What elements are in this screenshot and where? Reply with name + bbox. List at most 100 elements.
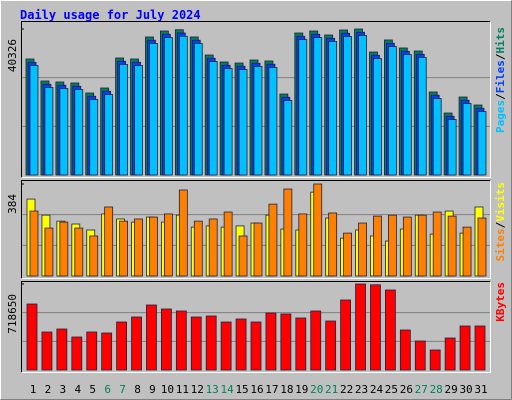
x-tick-label: 30: [459, 383, 472, 396]
bar: [298, 39, 308, 176]
bar: [149, 43, 158, 176]
x-tick-label: 25: [385, 383, 398, 396]
bar: [116, 321, 127, 371]
bar: [235, 318, 247, 371]
bar: [89, 235, 99, 277]
bar: [74, 227, 84, 277]
x-tick-label: 6: [104, 383, 111, 396]
bar: [474, 325, 486, 371]
bar: [149, 216, 158, 277]
bar: [59, 221, 69, 277]
bar: [432, 211, 442, 277]
bar: [134, 218, 143, 277]
bar: [74, 89, 84, 176]
bar: [313, 37, 323, 176]
x-tick-label: 7: [119, 383, 126, 396]
x-tick-label: 31: [474, 383, 487, 396]
bar: [280, 313, 292, 371]
panel-edge-dark: [21, 281, 491, 373]
bar: [402, 54, 412, 176]
bar: [178, 35, 188, 176]
bar: [253, 222, 263, 277]
x-tick-label: 1: [30, 383, 37, 396]
legend-entry: Pages: [494, 100, 507, 133]
bar: [220, 321, 232, 371]
x-tick-label: 8: [134, 383, 141, 396]
bar: [104, 206, 114, 277]
bar: [283, 100, 293, 176]
x-tick-label: 24: [370, 383, 384, 396]
bar: [86, 331, 98, 371]
bar: [190, 316, 202, 371]
bar: [343, 232, 353, 277]
bar: [295, 317, 307, 371]
bar: [399, 329, 411, 371]
x-tick-label: 20: [310, 383, 323, 396]
legend-entry: Sites: [494, 228, 507, 261]
bar: [355, 283, 366, 371]
bar: [223, 211, 233, 277]
legend-entry: Hits: [494, 27, 507, 54]
panel-edge-dark: [21, 21, 491, 178]
x-tick-label: 14: [221, 383, 235, 396]
bar: [477, 111, 487, 176]
y-tick-label: 384: [6, 194, 19, 214]
bar: [253, 66, 263, 176]
x-tick-label: 10: [161, 383, 174, 396]
bar: [193, 220, 203, 277]
bar: [477, 217, 487, 277]
bar: [59, 88, 69, 176]
legend: Pages/Files/Hits: [494, 27, 507, 133]
bar: [447, 215, 457, 277]
bar: [134, 65, 143, 176]
bar: [175, 310, 187, 371]
bar: [387, 46, 397, 176]
legend-entry: Visits: [494, 182, 507, 222]
x-tick-label: 27: [415, 383, 428, 396]
bar: [432, 98, 442, 176]
bar: [29, 65, 39, 176]
bar: [417, 214, 427, 277]
bar: [160, 308, 172, 371]
x-tick-label: 3: [60, 383, 67, 396]
bar: [265, 312, 277, 371]
bar: [370, 284, 381, 371]
x-tick-label: 23: [355, 383, 368, 396]
bar: [208, 218, 218, 277]
bar: [325, 320, 337, 371]
bar: [163, 213, 173, 277]
legend-entry: KBytes: [494, 282, 507, 322]
bar: [41, 331, 53, 371]
panel-edge-light: [21, 180, 491, 279]
bar: [447, 119, 457, 176]
x-tick-label: 22: [340, 383, 353, 396]
panel-edge-dark: [21, 180, 491, 279]
bar: [238, 69, 248, 176]
bar: [310, 310, 322, 371]
bar: [238, 235, 248, 277]
panel-edge-light: [21, 21, 491, 178]
bar: [26, 303, 38, 371]
bar: [250, 321, 262, 371]
legend-separator: /: [494, 221, 507, 228]
bar: [71, 336, 83, 371]
bar: [44, 227, 54, 277]
bar: [414, 340, 426, 371]
bar: [313, 183, 323, 277]
x-tick-label: 15: [235, 383, 248, 396]
legend: KBytes: [494, 282, 507, 322]
bar: [444, 337, 456, 371]
x-tick-label: 21: [325, 383, 338, 396]
y-tick-label: 718650: [6, 294, 19, 334]
bar: [384, 289, 396, 371]
x-tick-label: 16: [250, 383, 263, 396]
bar: [104, 94, 114, 176]
bar: [402, 216, 412, 277]
bar: [328, 212, 338, 277]
legend-separator: /: [494, 53, 507, 60]
bar: [268, 203, 278, 277]
bar: [29, 210, 39, 277]
bar: [429, 349, 441, 371]
bar: [163, 37, 173, 176]
x-tick-label: 9: [149, 383, 156, 396]
